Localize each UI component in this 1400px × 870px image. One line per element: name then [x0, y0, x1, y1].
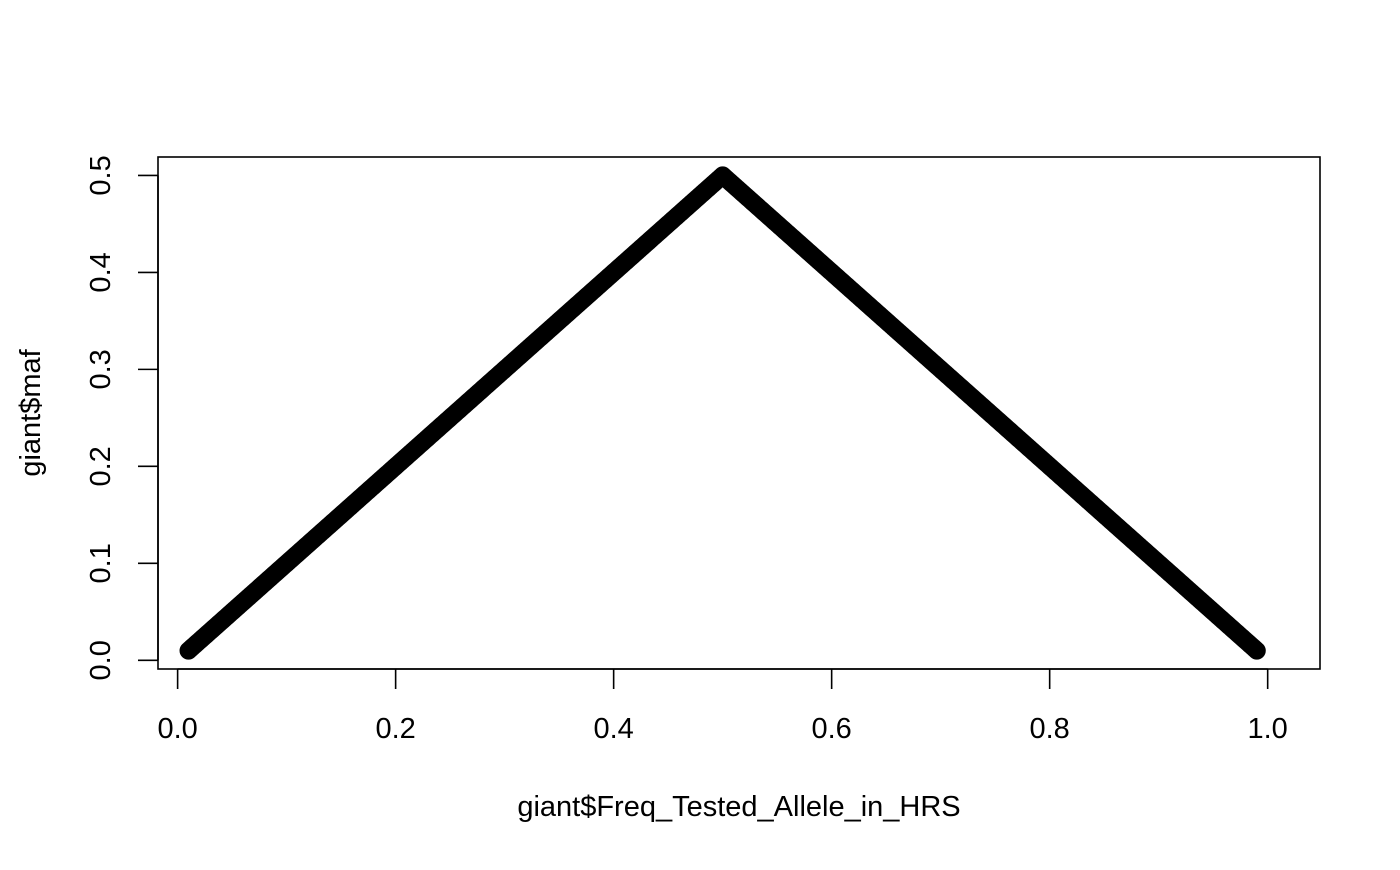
y-tick-label: 0.4 — [85, 252, 117, 292]
x-tick-label: 0.6 — [811, 713, 851, 745]
series-point — [659, 215, 677, 233]
x-tick-label: 1.0 — [1248, 713, 1288, 745]
x-axis-label: giant$Freq_Tested_Allele_in_HRS — [517, 791, 960, 823]
series-point — [986, 409, 1004, 427]
series-point — [877, 312, 895, 330]
series-point — [223, 603, 241, 621]
series-point — [605, 263, 623, 281]
series-point — [1248, 642, 1266, 660]
y-axis-label: giant$maf — [15, 348, 47, 476]
series-point — [823, 263, 841, 281]
y-tick-label: 0.5 — [85, 155, 117, 195]
series-point — [932, 360, 950, 378]
y-tick-label: 0.0 — [85, 640, 117, 680]
series-point — [1041, 457, 1059, 475]
x-axis: 0.0 0.2 0.4 0.6 0.8 1.0 — [157, 668, 1288, 745]
x-tick-label: 0.4 — [593, 713, 633, 745]
series-point — [441, 409, 459, 427]
series-point — [768, 215, 786, 233]
series-point — [496, 360, 514, 378]
x-tick-label: 0.0 — [157, 713, 197, 745]
series-point — [387, 457, 405, 475]
series-point — [550, 312, 568, 330]
series-point — [1204, 603, 1222, 621]
plot-frame — [157, 156, 1321, 670]
x-tick-label: 0.2 — [375, 713, 415, 745]
y-tick-label: 0.1 — [85, 543, 117, 583]
x-tick-label: 0.8 — [1030, 713, 1070, 745]
series-point — [1095, 506, 1113, 524]
y-tick-label: 0.3 — [85, 349, 117, 389]
points-layer — [179, 166, 1266, 660]
series-point — [332, 506, 350, 524]
y-axis: 0.0 0.1 0.2 0.3 0.4 0.5 — [85, 155, 159, 680]
y-tick-label: 0.2 — [85, 446, 117, 486]
series-point — [278, 554, 296, 572]
series-point — [180, 642, 198, 660]
series-point — [714, 166, 732, 184]
series-point — [1150, 554, 1168, 572]
